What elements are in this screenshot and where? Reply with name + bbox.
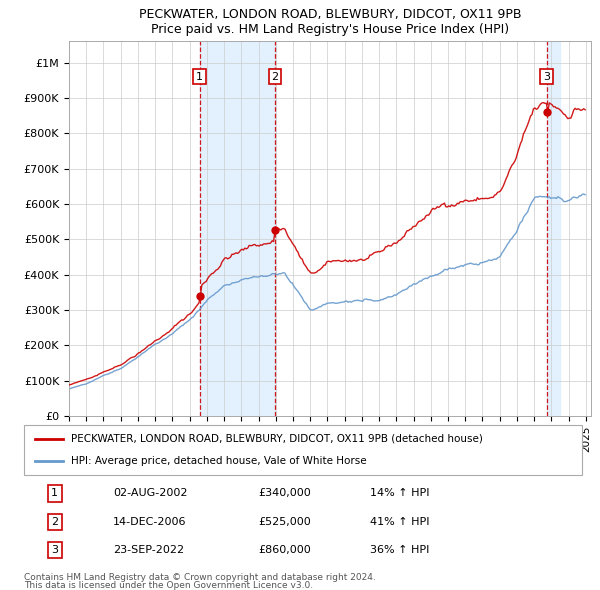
Bar [547,41,560,416]
Text: £340,000: £340,000 [259,489,311,498]
Text: 3: 3 [543,71,550,81]
Text: 23-SEP-2022: 23-SEP-2022 [113,545,184,555]
Text: 2: 2 [51,517,58,527]
Text: 14% ↑ HPI: 14% ↑ HPI [370,489,430,498]
Text: 36% ↑ HPI: 36% ↑ HPI [370,545,430,555]
Text: 41% ↑ HPI: 41% ↑ HPI [370,517,430,527]
Text: 1: 1 [196,71,203,81]
Text: 3: 3 [51,545,58,555]
Text: This data is licensed under the Open Government Licence v3.0.: This data is licensed under the Open Gov… [24,581,313,590]
Text: PECKWATER, LONDON ROAD, BLEWBURY, DIDCOT, OX11 9PB (detached house): PECKWATER, LONDON ROAD, BLEWBURY, DIDCOT… [71,434,484,444]
Text: 02-AUG-2002: 02-AUG-2002 [113,489,188,498]
Text: 2: 2 [271,71,278,81]
Text: 14-DEC-2006: 14-DEC-2006 [113,517,187,527]
Text: 1: 1 [51,489,58,498]
Title: PECKWATER, LONDON ROAD, BLEWBURY, DIDCOT, OX11 9PB
Price paid vs. HM Land Regist: PECKWATER, LONDON ROAD, BLEWBURY, DIDCOT… [139,8,521,36]
Text: Contains HM Land Registry data © Crown copyright and database right 2024.: Contains HM Land Registry data © Crown c… [24,572,376,582]
Text: £860,000: £860,000 [259,545,311,555]
FancyBboxPatch shape [24,425,582,475]
Text: HPI: Average price, detached house, Vale of White Horse: HPI: Average price, detached house, Vale… [71,456,367,466]
Bar [200,41,275,416]
Text: £525,000: £525,000 [259,517,311,527]
